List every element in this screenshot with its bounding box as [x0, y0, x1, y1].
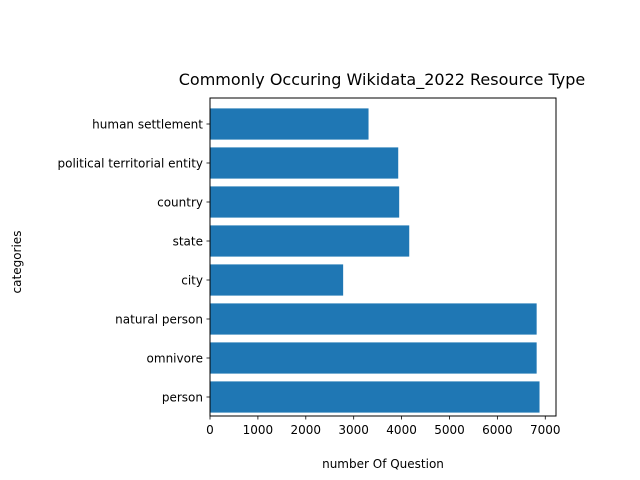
y-tick-label-political-territorial-entity: political territorial entity	[58, 157, 204, 171]
x-axis-label: number Of Question	[322, 457, 444, 471]
plot-frame	[209, 97, 557, 417]
y-tick-label-omnivore: omnivore	[147, 352, 203, 366]
bar-political-territorial-entity	[210, 147, 399, 179]
chart-title: Commonly Occuring Wikidata_2022 Resource…	[179, 70, 585, 90]
x-tick-label-4000: 4000	[386, 423, 417, 437]
x-tick-label-6000: 6000	[482, 423, 513, 437]
x-tick-label-7000: 7000	[530, 423, 561, 437]
bar-omnivore	[210, 342, 537, 374]
y-tick-group: person omnivore natural person city state cou…	[58, 118, 210, 405]
bar-person	[210, 381, 540, 413]
y-tick-label-human-settlement: human settlement	[92, 118, 203, 132]
y-tick-label-country: country	[157, 196, 203, 210]
x-tick-group: 0 1000 2000 3000 4000 5000 6000 7000	[206, 416, 561, 437]
y-axis-label: categories	[10, 231, 24, 294]
y-tick-label-city: city	[181, 274, 203, 288]
bars-group	[210, 108, 540, 413]
bar-city	[210, 264, 344, 296]
y-tick-label-person: person	[162, 391, 203, 405]
x-tick-label-2000: 2000	[291, 423, 322, 437]
bar-human-settlement	[210, 108, 369, 140]
y-tick-label-natural-person: natural person	[115, 313, 203, 327]
x-tick-label-0: 0	[206, 423, 214, 437]
bar-natural-person	[210, 303, 537, 335]
x-tick-label-3000: 3000	[338, 423, 369, 437]
bar-state	[210, 225, 410, 257]
bar-country	[210, 186, 400, 218]
x-tick-label-5000: 5000	[434, 423, 465, 437]
y-tick-label-state: state	[173, 235, 203, 249]
x-tick-label-1000: 1000	[243, 423, 274, 437]
